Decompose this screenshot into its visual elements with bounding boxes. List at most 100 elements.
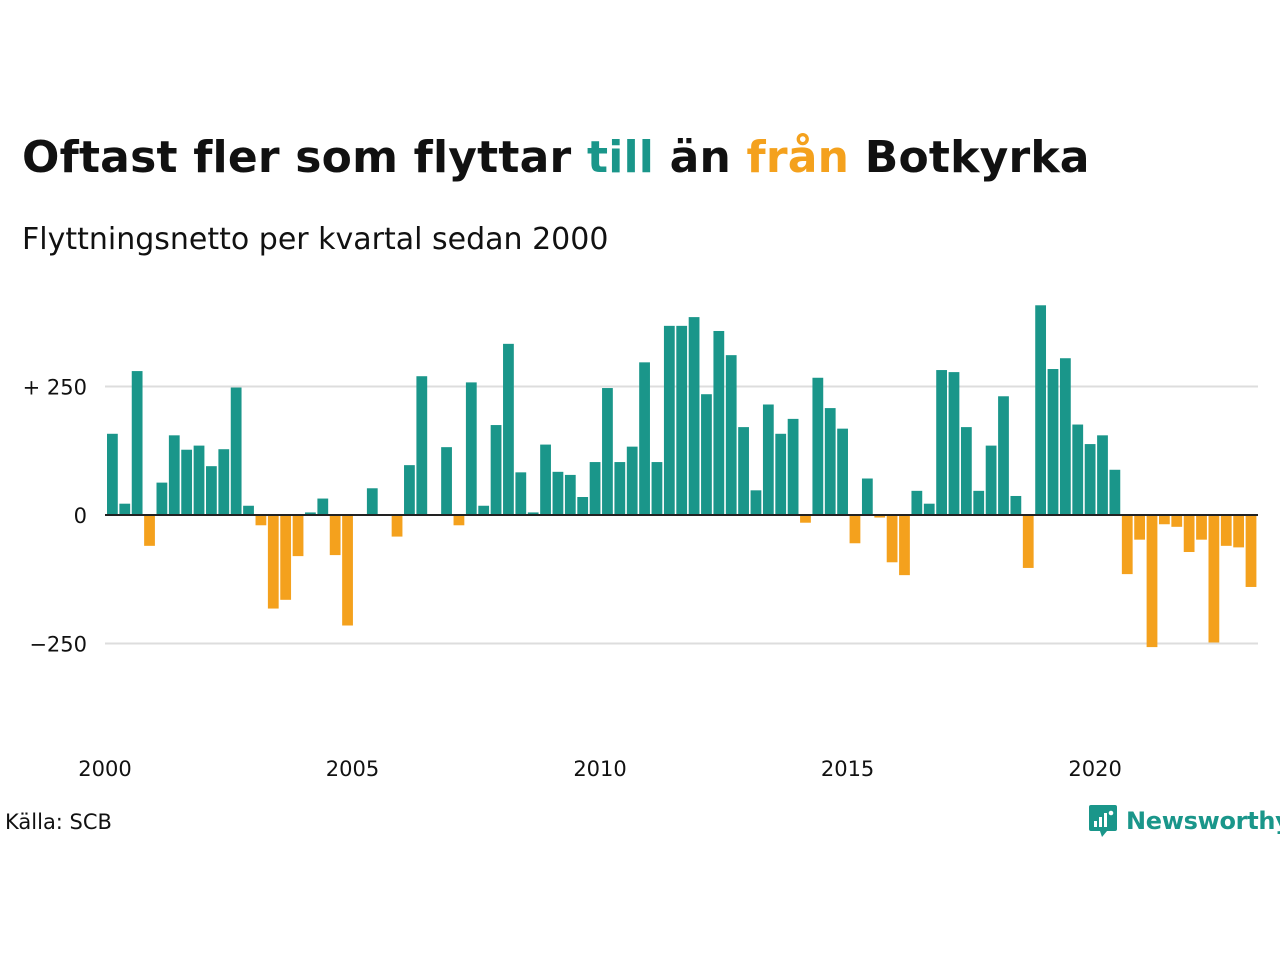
bar-67 (936, 370, 947, 515)
bar-24 (404, 465, 415, 515)
bar-44 (651, 462, 663, 515)
bar-21 (366, 488, 378, 515)
bar-47 (688, 317, 700, 515)
bar-45 (663, 325, 675, 515)
bar-35 (540, 444, 551, 515)
bar-5 (168, 435, 180, 515)
bar-62 (874, 515, 886, 518)
bar-16 (305, 512, 316, 515)
x-tick-label-2000: 2000 (78, 757, 131, 781)
bar-90 (1220, 515, 1232, 546)
y-axis-labels: + 250 0 −250 (23, 376, 87, 657)
chart-subtitle: Flyttningsnetto per kvartal sedan 2000 (22, 222, 609, 257)
bar-84 (1146, 515, 1158, 648)
bar-77 (1059, 358, 1071, 515)
bar-chart: + 250 0 −250 2000 2005 2010 2015 2020 (23, 305, 1258, 781)
title-part-3: Botkyrka (849, 132, 1090, 183)
bar-82 (1121, 515, 1133, 575)
bar-79 (1084, 444, 1096, 515)
y-tick-label-1: 0 (74, 504, 87, 528)
bar-85 (1158, 515, 1170, 525)
bar-9 (218, 449, 230, 515)
bar-51 (738, 427, 749, 515)
bar-63 (886, 515, 898, 563)
bar-72 (998, 396, 1009, 515)
bar-28 (453, 515, 465, 526)
bar-15 (292, 515, 304, 557)
bar-14 (280, 515, 292, 600)
bar-11 (243, 505, 254, 515)
bar-4 (156, 482, 168, 515)
bar-27 (441, 447, 452, 515)
bar-69 (960, 427, 972, 515)
bar-83 (1134, 515, 1146, 540)
chart-title: Oftast fler som flyttar till än från Bot… (22, 132, 1090, 183)
x-tick-label-2020: 2020 (1068, 757, 1121, 781)
bar-34 (527, 512, 539, 515)
y-tick-label-0: + 250 (23, 376, 87, 400)
bar-57 (812, 377, 824, 515)
bar-3 (144, 515, 155, 546)
bar-46 (676, 325, 688, 515)
bar-55 (787, 418, 799, 515)
y-tick-label-2: −250 (29, 633, 87, 657)
bar-37 (564, 474, 576, 515)
bar-64 (899, 515, 910, 576)
bar-0 (107, 433, 118, 515)
bar-73 (1010, 495, 1022, 515)
bar-61 (861, 478, 873, 515)
bar-30 (478, 505, 490, 515)
brand-logo: Newsworthy (1088, 804, 1280, 838)
bar-48 (701, 394, 712, 515)
bar-89 (1208, 515, 1220, 643)
bar-80 (1097, 435, 1108, 515)
bar-8 (206, 466, 217, 515)
title-word-till: till (586, 132, 655, 183)
title-part-1: Oftast fler som flyttar (22, 132, 587, 183)
bar-60 (849, 515, 861, 544)
title-part-2: än (654, 132, 747, 183)
bar-65 (911, 490, 923, 515)
bar-56 (800, 515, 811, 523)
bar-17 (317, 498, 329, 515)
bar-40 (602, 388, 613, 515)
bar-13 (267, 515, 279, 609)
bar-6 (181, 449, 193, 515)
bar-43 (639, 362, 650, 515)
source-note: Källa: SCB (5, 810, 112, 834)
bar-87 (1183, 515, 1195, 553)
bar-50 (725, 355, 737, 515)
bar-88 (1196, 515, 1207, 540)
bar-29 (465, 382, 477, 515)
bar-92 (1245, 515, 1257, 587)
bar-19 (342, 515, 353, 626)
bar-71 (985, 445, 997, 515)
bar-36 (552, 471, 564, 515)
bar-58 (824, 408, 836, 515)
bars (107, 305, 1257, 648)
x-axis-labels: 2000 2005 2010 2015 2020 (78, 757, 1122, 781)
bar-81 (1109, 469, 1121, 515)
x-tick-label-2005: 2005 (326, 757, 379, 781)
bar-31 (490, 425, 502, 515)
bar-66 (923, 503, 935, 515)
bar-12 (255, 515, 267, 526)
bar-2 (131, 371, 143, 515)
bar-59 (837, 428, 848, 515)
brand-name: Newsworthy (1126, 807, 1280, 835)
bar-10 (230, 387, 242, 515)
bar-75 (1035, 305, 1047, 515)
bar-52 (750, 490, 762, 515)
bar-74 (1022, 515, 1034, 568)
bar-68 (948, 372, 960, 515)
bar-53 (762, 404, 774, 515)
bar-78 (1072, 424, 1084, 515)
bar-39 (589, 462, 601, 515)
newsworthy-logo-icon (1089, 805, 1117, 837)
bar-1 (119, 503, 131, 515)
bar-25 (416, 376, 428, 515)
bar-32 (503, 343, 514, 515)
bar-42 (626, 446, 638, 515)
x-tick-label-2015: 2015 (821, 757, 874, 781)
bar-41 (614, 462, 626, 515)
